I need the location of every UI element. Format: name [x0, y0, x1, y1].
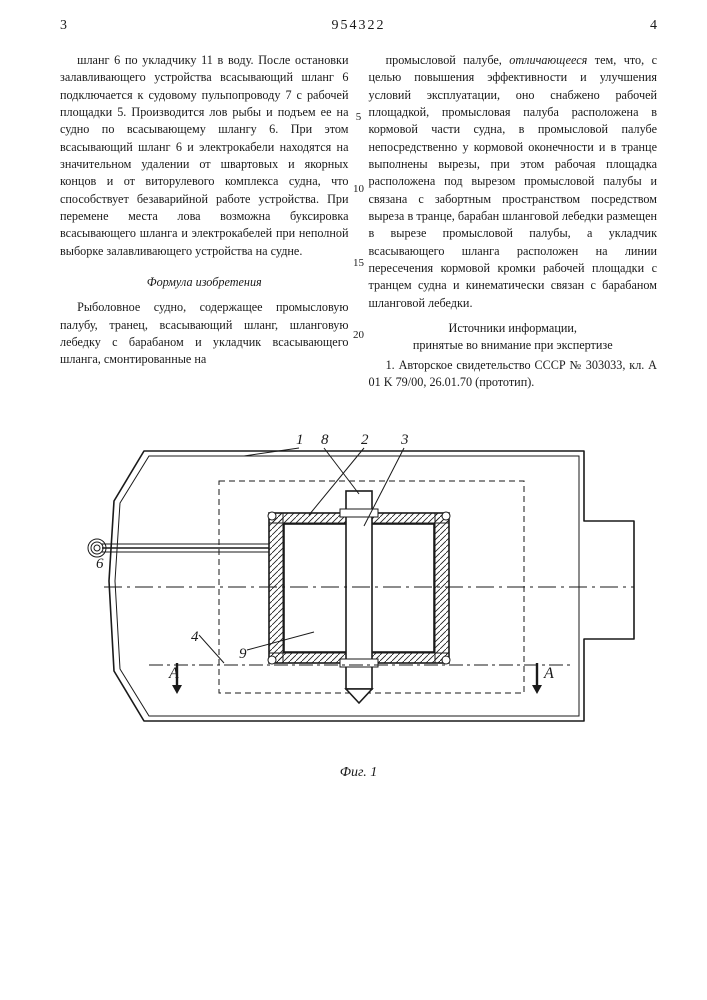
sources-subtitle: принятые во внимание при экспертизе — [369, 337, 658, 354]
right-column: промысловой палубе, отличающееся тем, чт… — [369, 52, 658, 391]
svg-text:9: 9 — [239, 646, 247, 662]
sources-body: 1. Авторское свидетельство СССР № 303033… — [369, 357, 658, 392]
svg-text:1: 1 — [296, 432, 304, 448]
svg-text:8: 8 — [321, 432, 329, 448]
right-para-1: промысловой палубе, отличающееся тем, чт… — [369, 52, 658, 312]
line-number: 20 — [351, 330, 367, 341]
left-para-2: Рыболовное судно, содержащее промысловую… — [60, 299, 349, 368]
figure-caption: Фиг. 1 — [60, 765, 657, 781]
page-number-right: 4 — [650, 18, 657, 34]
svg-text:2: 2 — [361, 432, 369, 448]
right-para-1-pre: промысловой палубе, — [386, 53, 510, 67]
svg-text:4: 4 — [191, 629, 199, 645]
right-para-1-em: отличающееся — [509, 53, 587, 67]
patent-number: 954322 — [60, 18, 657, 34]
left-para-1: шланг 6 по укладчику 11 в воду. После ос… — [60, 52, 349, 260]
formula-title: Формула изобретения — [60, 274, 349, 291]
line-number: 15 — [351, 258, 367, 269]
figure-1: 1 8 2 3 6 4 9 A A — [60, 421, 657, 761]
line-number: 10 — [351, 184, 367, 195]
svg-text:6: 6 — [96, 556, 104, 572]
sources-title: Источники информации, — [369, 320, 658, 337]
svg-text:A: A — [543, 665, 554, 682]
svg-text:A: A — [168, 665, 179, 682]
right-para-1-post: тем, что, с целью повышения эффективност… — [369, 53, 658, 310]
figure-svg: 1 8 2 3 6 4 9 A A — [74, 421, 644, 761]
line-number: 5 — [351, 112, 367, 123]
text-columns: 5 10 15 20 шланг 6 по укладчику 11 в воду. … — [60, 52, 657, 391]
svg-text:3: 3 — [400, 432, 409, 448]
page: 3 954322 4 5 10 15 20 шланг 6 по укладчику … — [0, 0, 707, 1000]
left-column: шланг 6 по укладчику 11 в воду. После ос… — [60, 52, 349, 391]
